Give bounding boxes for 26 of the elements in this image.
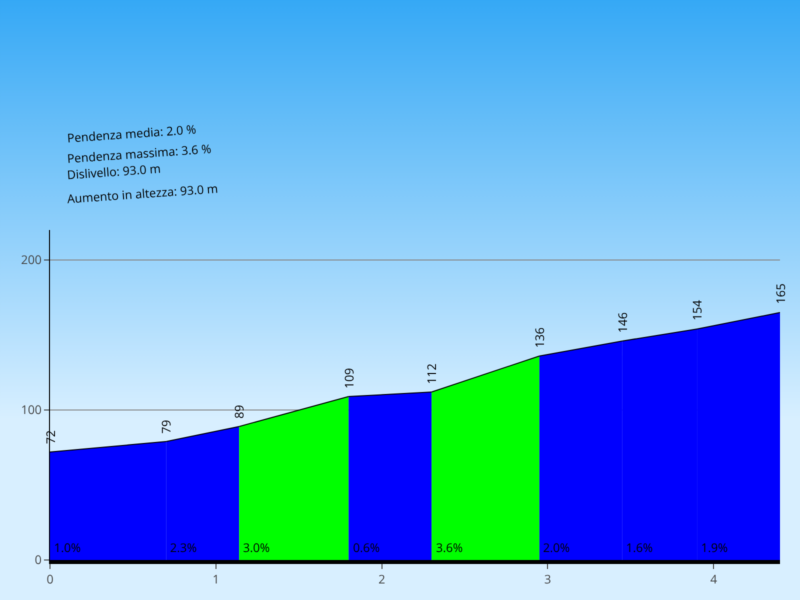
annotation: 0.6% xyxy=(353,539,380,556)
data-label: 79 xyxy=(158,420,175,434)
data-label: 136 xyxy=(530,327,548,348)
x-tick-label: 2 xyxy=(378,570,386,588)
y-tick-label: 200 xyxy=(21,251,42,268)
data-label: 154 xyxy=(688,300,706,321)
data-label: 112 xyxy=(423,363,440,384)
x-tick-label: 3 xyxy=(544,570,552,588)
annotation: 1.9% xyxy=(701,539,728,556)
annotation: 1.6% xyxy=(626,539,653,556)
x-tick-label: 0 xyxy=(46,570,54,588)
annotation: 2.0% xyxy=(543,539,570,556)
data-label: 109 xyxy=(340,368,358,389)
annotation: 1.0% xyxy=(54,539,81,556)
x-tick-label: 4 xyxy=(710,570,718,588)
y-tick-label: 100 xyxy=(21,401,42,418)
text: Aumento in altezza: 93.0 m xyxy=(66,180,219,208)
text: Pendenza media: 2.0 % xyxy=(66,120,197,146)
data-label: 165 xyxy=(772,283,789,304)
annotation: 2.3% xyxy=(170,539,197,556)
annotation: 3.0% xyxy=(243,539,270,556)
annotation: 3.6% xyxy=(436,539,463,556)
data-label: 146 xyxy=(614,312,631,333)
x-tick-label: 1 xyxy=(212,570,220,588)
data-label: 89 xyxy=(230,404,248,419)
y-tick-label: 0 xyxy=(34,551,42,568)
